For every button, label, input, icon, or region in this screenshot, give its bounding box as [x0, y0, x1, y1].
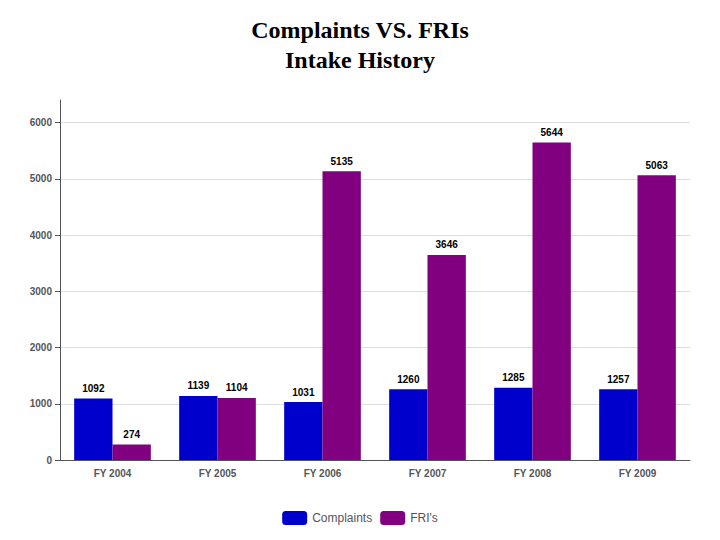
svg-text:1139: 1139	[187, 380, 209, 391]
svg-text:5063: 5063	[646, 160, 669, 171]
svg-text:4000: 4000	[30, 230, 53, 241]
svg-text:FY 2004: FY 2004	[94, 468, 132, 479]
svg-text:5644: 5644	[541, 127, 564, 138]
svg-text:5135: 5135	[331, 156, 354, 167]
svg-text:1000: 1000	[30, 398, 53, 409]
svg-text:1092: 1092	[82, 383, 105, 394]
svg-text:FY 2006: FY 2006	[304, 468, 342, 479]
svg-text:3000: 3000	[30, 286, 53, 297]
svg-text:FY 2008: FY 2008	[514, 468, 552, 479]
svg-text:2000: 2000	[30, 342, 53, 353]
svg-text:6000: 6000	[30, 117, 53, 128]
svg-text:1031: 1031	[292, 387, 315, 398]
svg-text:Complaints VS. FRIs: Complaints VS. FRIs	[251, 17, 469, 43]
svg-text:274: 274	[123, 429, 140, 440]
svg-text:3646: 3646	[436, 239, 459, 250]
svg-text:Intake History: Intake History	[285, 47, 435, 73]
svg-text:5000: 5000	[30, 173, 53, 184]
svg-text:Complaints: Complaints	[312, 511, 372, 525]
svg-text:0: 0	[46, 455, 52, 466]
svg-text:1285: 1285	[502, 372, 525, 383]
svg-text:FY 2009: FY 2009	[619, 468, 657, 479]
svg-text:FY 2005: FY 2005	[199, 468, 237, 479]
svg-text:1104: 1104	[226, 382, 248, 393]
svg-text:1257: 1257	[607, 374, 630, 385]
svg-text:FRI's: FRI's	[410, 511, 438, 525]
svg-text:1260: 1260	[397, 374, 420, 385]
svg-text:FY 2007: FY 2007	[409, 468, 447, 479]
